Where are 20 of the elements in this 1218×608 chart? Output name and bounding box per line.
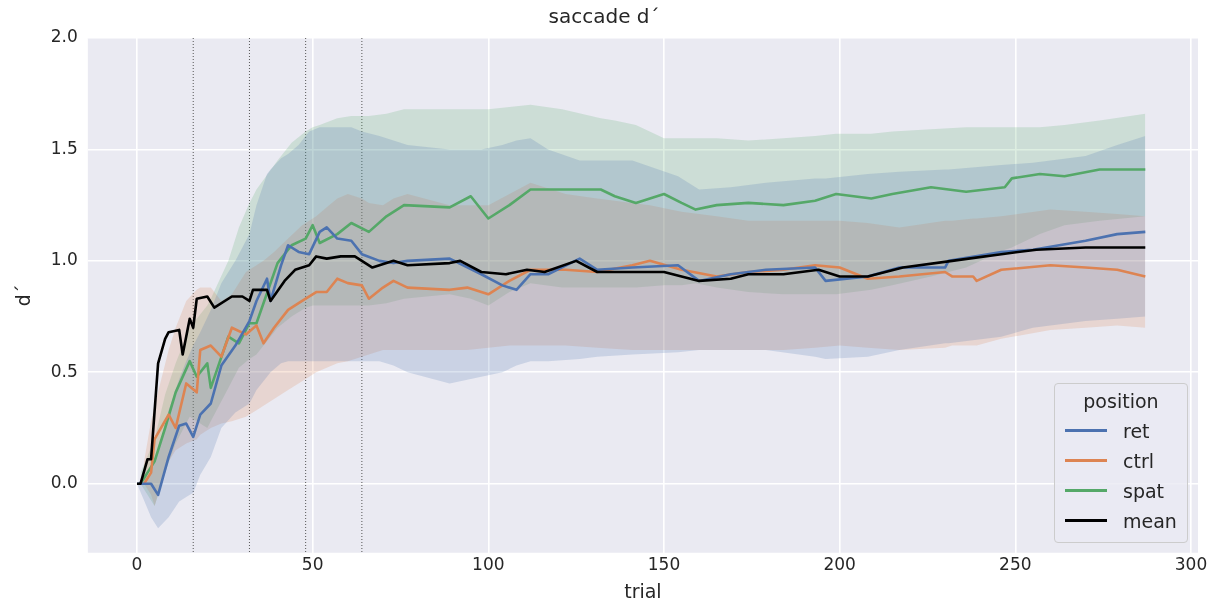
x-tick-label: 150 xyxy=(647,554,681,575)
x-tick-label: 100 xyxy=(472,554,505,575)
x-axis-title: trial xyxy=(624,579,662,602)
x-tick-label: 0 xyxy=(131,554,143,575)
legend-title: position xyxy=(1082,389,1160,412)
legend-label: spat xyxy=(1123,479,1165,502)
y-tick-label: 1.0 xyxy=(50,249,78,270)
x-tick-label: 250 xyxy=(999,554,1032,575)
x-tick-label: 200 xyxy=(823,554,856,575)
x-tick-label: 50 xyxy=(301,554,324,575)
legend-label: ctrl xyxy=(1123,449,1154,472)
legend-label: ret xyxy=(1123,419,1150,442)
y-tick-label: 0.5 xyxy=(50,360,78,381)
y-axis-title: d´ xyxy=(12,284,35,307)
y-tick-label: 1.5 xyxy=(50,137,78,158)
y-tick-label: 0.0 xyxy=(50,472,78,493)
legend-label: mean xyxy=(1123,509,1177,532)
y-tick-label: 2.0 xyxy=(50,26,78,47)
x-tick-label: 300 xyxy=(1174,554,1208,575)
chart-title: saccade d´ xyxy=(548,4,660,29)
